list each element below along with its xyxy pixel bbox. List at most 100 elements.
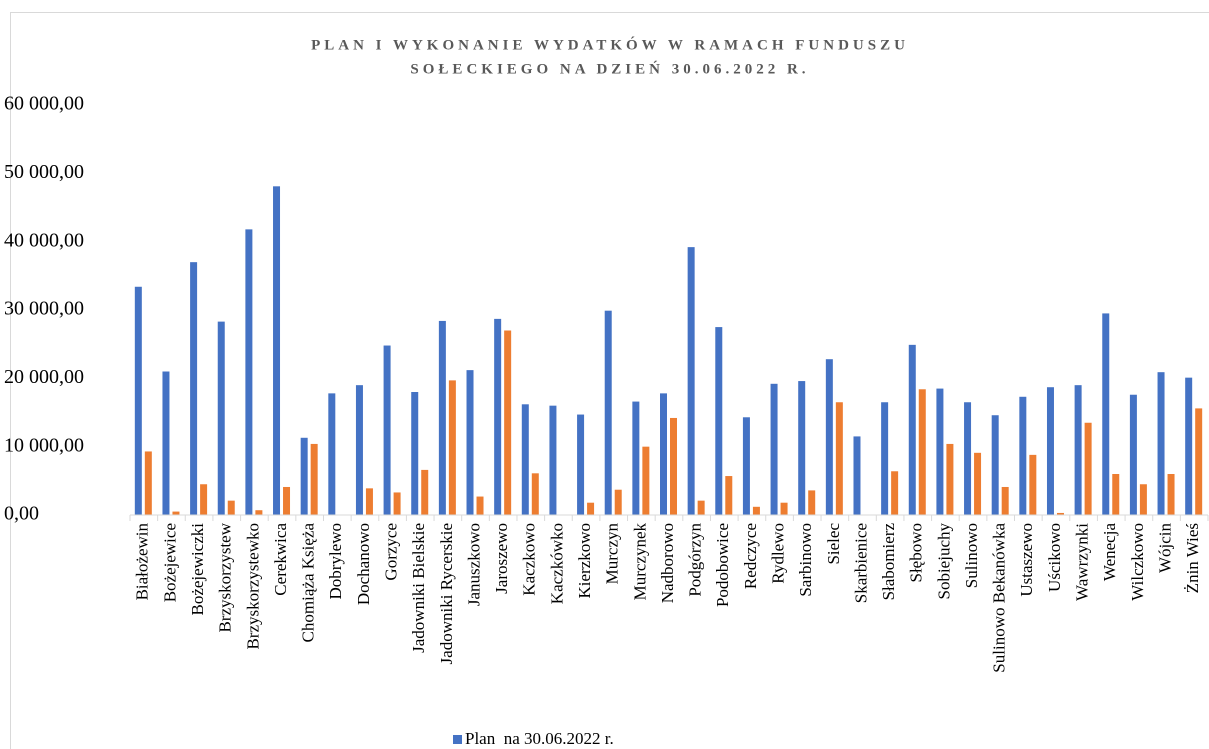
bar (190, 262, 198, 515)
x-tick-label: Słębowo (907, 523, 926, 583)
bar (670, 417, 677, 515)
bar (1112, 474, 1120, 515)
bar (725, 476, 733, 515)
y-tick-label: 40 000,00 (4, 229, 84, 251)
y-tick-label: 30 000,00 (4, 298, 84, 320)
bar (144, 451, 152, 515)
bar (494, 318, 502, 515)
bar (798, 381, 806, 515)
bar (438, 320, 446, 515)
x-tick-label: Kierzkowo (575, 523, 594, 599)
bar (217, 321, 225, 515)
bar (642, 446, 650, 515)
x-tick-label: Żnin Wieś (1183, 523, 1202, 593)
bar (134, 286, 142, 515)
y-tick-label: 50 000,00 (4, 161, 84, 183)
x-tick-label: Sulinowo (962, 523, 981, 588)
y-tick-label: 60 000,00 (4, 93, 84, 115)
bar (521, 404, 529, 515)
x-tick-label: Rydlewo (768, 523, 787, 584)
x-tick-label: Sobiejuchy (934, 523, 953, 600)
bar (881, 402, 889, 515)
bar (1019, 396, 1027, 515)
x-tick-label: Murczyn (603, 523, 622, 585)
bar (393, 492, 401, 515)
bar (227, 500, 235, 515)
bar (974, 452, 982, 515)
bar (1129, 394, 1137, 515)
chart-title: SOŁECKIEGO NA DZIEŃ 30.06.2022 R. (410, 60, 809, 77)
x-tick-label: Wilczkowo (1128, 523, 1147, 601)
legend-swatch (453, 735, 462, 744)
bar (918, 389, 926, 515)
bar (697, 500, 705, 515)
bar (632, 401, 640, 515)
bar (1102, 313, 1110, 515)
bar (687, 247, 695, 515)
bar (1074, 385, 1082, 515)
x-tick-label: Sielec (824, 523, 843, 565)
x-tick-label: Dobrylewo (326, 523, 345, 599)
x-tick-label: Podobowice (713, 523, 732, 607)
bar (1167, 474, 1175, 515)
x-tick-label: Dochanowo (354, 523, 373, 605)
bar (245, 229, 253, 515)
x-tick-label: Wawrzynki (1073, 523, 1092, 601)
bar (1029, 454, 1037, 515)
bar (365, 488, 373, 515)
bar (891, 471, 899, 515)
x-tick-label: Murczynek (630, 523, 649, 601)
x-tick-label: Chomiąża Księża (299, 523, 318, 643)
x-tick-label: Sulinowo Bekanówka (990, 523, 1009, 673)
x-tick-label: Jadowniki Bielskie (409, 523, 428, 653)
bar (1157, 372, 1165, 515)
x-tick-label: Jaroszewo (492, 523, 511, 594)
bar (1139, 484, 1147, 515)
x-tick-label: Białożewin (133, 523, 152, 601)
bar (770, 383, 778, 515)
bar (172, 511, 180, 515)
bar (421, 469, 429, 515)
legend-label: Plan na 30.06.2022 r. (465, 729, 614, 748)
bar (273, 186, 281, 516)
bar (936, 388, 944, 515)
bar (715, 327, 723, 515)
bar (991, 415, 999, 515)
x-tick-label: Brzyskorzystewko (243, 523, 262, 650)
bar (549, 405, 557, 515)
x-tick-label: Redczyce (741, 523, 760, 589)
x-tick-label: Bożejewiczki (188, 523, 207, 616)
bar (1046, 387, 1054, 515)
bar (383, 345, 391, 515)
x-tick-label: Jadowniki Rycerskie (437, 523, 456, 664)
bar (411, 392, 419, 515)
x-tick-label: Brzyskorzystew (216, 522, 235, 632)
bar (825, 359, 833, 515)
y-tick-label: 10 000,00 (4, 434, 84, 456)
bar (964, 402, 972, 515)
bar (577, 414, 585, 515)
chart-title: PLAN I WYKONANIE WYDATKÓW W RAMACH FUNDU… (311, 36, 909, 53)
bar (587, 502, 595, 515)
bar (504, 330, 512, 515)
bar (448, 380, 456, 515)
x-tick-label: Cerekwica (271, 523, 290, 596)
bar (742, 417, 750, 515)
bar (200, 484, 208, 515)
bar (1056, 512, 1064, 515)
bar (310, 443, 318, 515)
x-tick-label: Wójcin (1155, 523, 1174, 574)
bar (1084, 422, 1092, 515)
x-tick-label: Nadborowo (658, 523, 677, 603)
x-tick-label: Sarbinowo (796, 523, 815, 597)
bar (355, 385, 363, 515)
x-tick-label: Słabomierz (879, 523, 898, 601)
x-tick-label: Gorzyce (381, 523, 400, 581)
x-tick-label: Uścikowo (1045, 523, 1064, 592)
bar (614, 489, 622, 515)
bar (780, 502, 788, 515)
bar (604, 310, 612, 515)
bar (808, 490, 816, 515)
x-tick-label: Januszkowo (464, 523, 483, 606)
